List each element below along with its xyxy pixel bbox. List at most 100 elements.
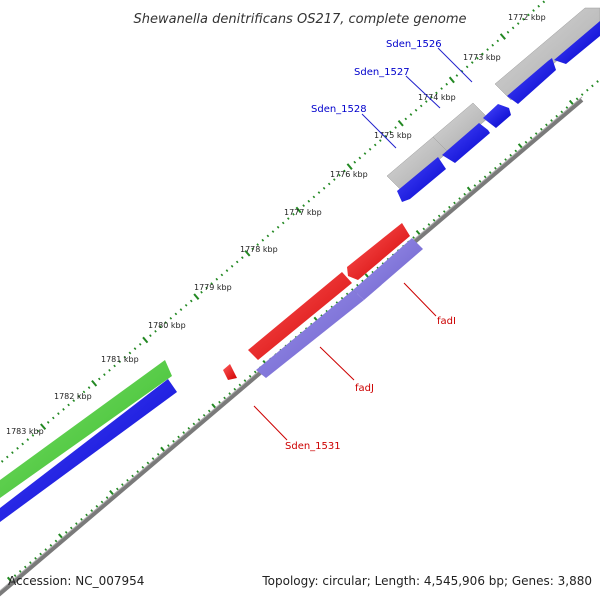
scale-tick <box>164 321 168 325</box>
scale-tick <box>80 517 83 521</box>
gene-label-fadj[interactable]: fadJ <box>355 383 374 394</box>
scale-tick <box>286 217 290 220</box>
scale-tick <box>409 113 413 116</box>
gene-sden-1526-outer[interactable] <box>494 7 600 101</box>
scale-tick <box>545 123 548 127</box>
scale-tick <box>105 496 109 500</box>
scale-tick <box>540 127 543 131</box>
scale-tick <box>34 556 37 560</box>
scale-tick <box>266 234 270 238</box>
scale-tick <box>537 4 541 8</box>
gene-label-sden-1528[interactable]: Sden_1528 <box>311 104 367 115</box>
scale-tick <box>358 156 362 160</box>
kbp-label: 1779 kbp <box>194 283 232 292</box>
gene-sden-1528[interactable] <box>442 123 490 163</box>
scale-tick <box>322 186 326 190</box>
gene-fadi[interactable] <box>347 223 410 280</box>
scale-tick <box>550 119 553 122</box>
gene-label-sden-1531[interactable]: Sden_1531 <box>285 441 341 452</box>
scale-tick <box>91 379 98 387</box>
gene-sden-1527-outer[interactable] <box>432 102 489 153</box>
scale-tick <box>427 223 431 226</box>
scale-tick <box>522 17 525 21</box>
scale-tick <box>51 416 55 420</box>
gene-fadi-purple[interactable] <box>353 238 423 300</box>
scale-tick <box>121 483 124 487</box>
gene-label-leaders <box>253 47 473 441</box>
scale-tick <box>113 364 116 368</box>
scale-tick <box>233 387 237 391</box>
scale-tick <box>343 169 346 173</box>
scale-tick <box>108 368 111 372</box>
scale-tick <box>256 243 260 246</box>
scale-tick <box>424 100 428 103</box>
scale-tick <box>54 539 58 543</box>
scale-tick <box>223 396 226 400</box>
scale-tick <box>100 500 104 504</box>
scale-tick <box>225 269 229 273</box>
gene-sden-1527[interactable] <box>483 104 511 128</box>
gene-label-sden-1526[interactable]: Sden_1526 <box>386 39 442 50</box>
scale-tick <box>151 457 155 461</box>
scale-tick <box>156 452 160 456</box>
scale-tick <box>210 282 214 286</box>
scale-tick <box>95 504 99 508</box>
gene-sden-1528-b[interactable] <box>397 157 446 202</box>
scale-tick <box>378 139 382 142</box>
scale-tick <box>87 386 91 390</box>
kbp-label: 1782 kbp <box>54 392 92 401</box>
scale-tick <box>271 230 275 233</box>
gene-green-bottom[interactable] <box>0 360 172 498</box>
scale-tick <box>138 342 142 346</box>
scale-tick <box>394 126 397 129</box>
scale-tick <box>448 205 451 209</box>
scale-tick <box>177 435 180 439</box>
gene-blue-bottom[interactable] <box>0 379 177 522</box>
gene-labels: Sden_1526 Sden_1527 Sden_1528 fadI fadJ … <box>285 39 456 452</box>
scale-tick <box>368 147 372 151</box>
scale-tick <box>496 39 500 43</box>
scale-tick <box>29 561 32 565</box>
gene-sden-1531[interactable] <box>223 364 237 380</box>
scale-tick <box>412 236 415 239</box>
scale-tick <box>327 182 331 186</box>
scale-tick <box>215 277 219 281</box>
scale-tick <box>486 48 489 51</box>
scale-tick <box>169 316 173 320</box>
scale-tick <box>136 470 140 474</box>
scale-tick <box>504 158 507 161</box>
scale-tick <box>442 210 446 213</box>
scale-tick <box>353 160 357 164</box>
scale-tick <box>384 134 387 138</box>
scale-tick <box>458 197 461 200</box>
gene-label-fadi[interactable]: fadI <box>437 316 456 327</box>
scale-tick <box>476 56 479 60</box>
gene-fadj-purple[interactable] <box>256 290 364 378</box>
scale-tick <box>430 95 433 99</box>
scale-tick <box>488 171 492 174</box>
scale-tick <box>82 390 86 394</box>
scale-tick <box>514 149 518 153</box>
scale-tick <box>13 574 17 578</box>
scale-tick <box>580 93 584 96</box>
kbp-label: 1773 kbp <box>463 53 501 62</box>
scale-tick <box>332 178 336 181</box>
scale-tick <box>414 108 418 112</box>
gene-fadj-red[interactable] <box>248 272 352 360</box>
scale-tick <box>18 569 22 573</box>
scale-tick <box>465 65 469 69</box>
scale-tick <box>478 179 482 183</box>
accession-text: Accession: NC_007954 <box>8 574 144 588</box>
scale-tick <box>338 173 341 177</box>
scale-tick <box>253 370 257 374</box>
scale-tick <box>437 214 441 218</box>
gene-sden-1526-b[interactable] <box>554 21 600 64</box>
scale-tick <box>40 423 47 430</box>
gene-label-sden-1527[interactable]: Sden_1527 <box>354 67 410 78</box>
scale-tick <box>69 526 73 530</box>
scale-tick <box>230 264 234 268</box>
scale-tick <box>251 247 254 251</box>
scale-tick <box>261 238 265 242</box>
gene-sden-1526[interactable] <box>507 58 556 104</box>
